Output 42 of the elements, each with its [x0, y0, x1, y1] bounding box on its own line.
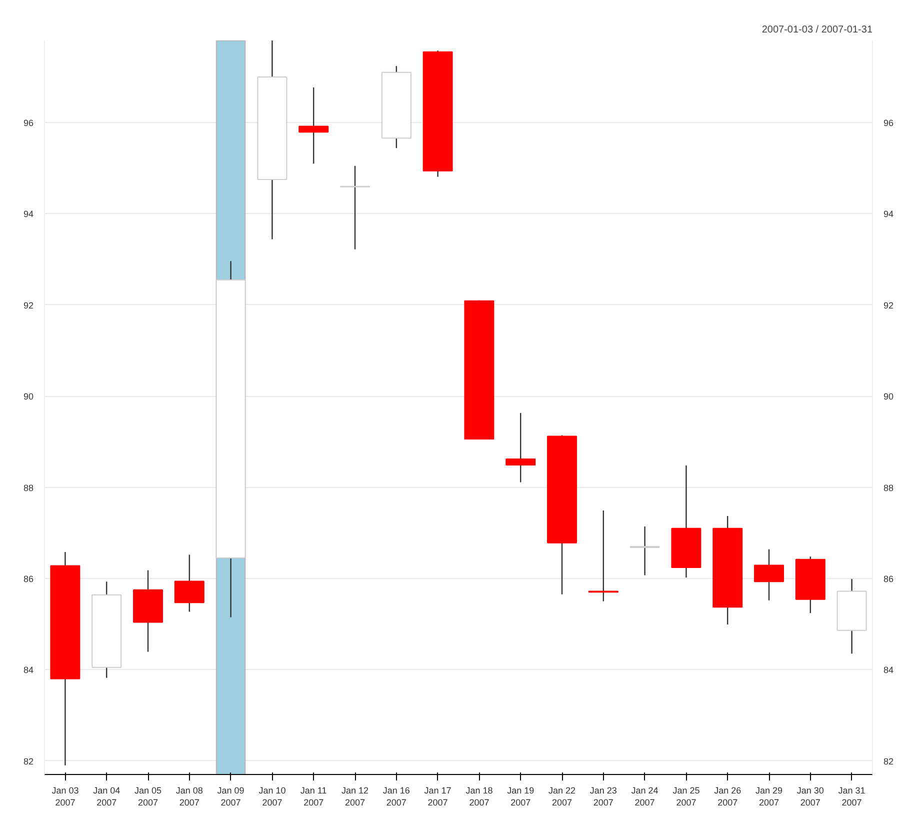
y2-tick-label: 84	[884, 665, 894, 676]
x-tick-label: Jan 11 2007	[300, 786, 327, 808]
y-tick-label: 96	[23, 118, 34, 128]
y2-tick-label: 82	[884, 756, 894, 766]
y2-tick-label: 96	[884, 118, 894, 128]
x-tick-label: Jan 23 2007	[590, 786, 617, 808]
y-tick-label: 94	[23, 209, 34, 220]
x-tick-label: Jan 10 2007	[258, 786, 286, 808]
x-tick-label: Jan 18 2007	[466, 786, 493, 808]
x-tick-label: Jan 12 2007	[341, 786, 369, 808]
y-tick-label: 90	[23, 392, 34, 402]
y-tick-label: 92	[23, 300, 34, 310]
x-tick-label: Jan 08 2007	[176, 786, 203, 808]
x-tick-label: Jan 04 2007	[93, 786, 120, 808]
chart-subtitle: 2007-01-03 / 2007-01-31	[762, 24, 873, 36]
candlestick	[588, 510, 618, 602]
y2-tick-label: 86	[884, 574, 894, 584]
x-tick-label: Jan 03 2007	[52, 786, 79, 808]
candlestick	[298, 86, 329, 164]
candlestick	[340, 165, 370, 250]
candlestick	[506, 412, 536, 483]
y-tick-label: 84	[23, 665, 34, 676]
x-tick-label: Jan 31 2007	[838, 786, 866, 808]
x-tick-label: Jan 29 2007	[755, 786, 783, 808]
x-tick-label: Jan 26 2007	[714, 786, 742, 808]
candlestick	[630, 526, 660, 576]
x-tick-label: Jan 30 2007	[796, 786, 824, 808]
x-tick-label: Jan 16 2007	[382, 786, 410, 808]
y2-tick-label: 92	[884, 300, 894, 310]
x-tick-label: Jan 17 2007	[424, 786, 452, 808]
y-tick-label: 86	[23, 574, 34, 584]
y2-tick-label: 88	[884, 482, 894, 493]
y2-tick-label: 90	[884, 392, 894, 402]
y-tick-label: 88	[23, 482, 34, 493]
x-tick-label: Jan 24 2007	[631, 786, 658, 808]
y2-tick-label: 94	[884, 209, 894, 220]
x-tick-label: Jan 19 2007	[507, 786, 534, 808]
y-tick-label: 82	[23, 756, 34, 766]
x-tick-label: Jan 05 2007	[134, 786, 162, 808]
x-tick-label: Jan 25 2007	[672, 786, 700, 808]
x-tick-label: Jan 09 2007	[217, 786, 244, 808]
x-tick-label: Jan 22 2007	[548, 786, 576, 808]
